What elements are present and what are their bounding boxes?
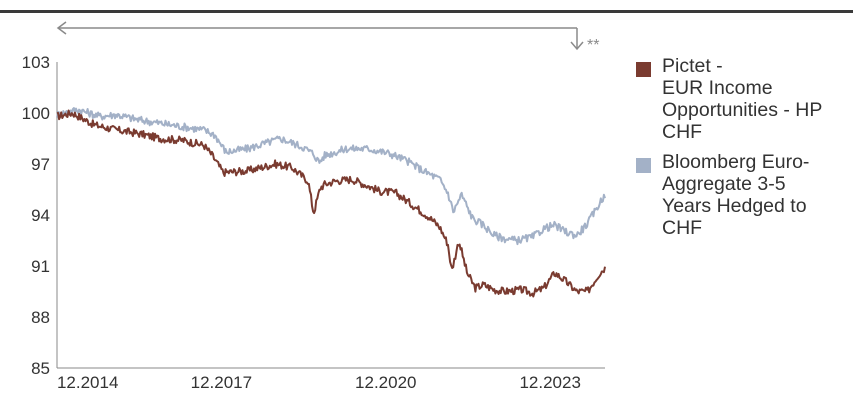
period-arrow-left-head: [56, 21, 67, 35]
y-tick-label: 91: [31, 257, 50, 276]
legend-swatch-benchmark: [636, 158, 651, 173]
y-tick-label: 88: [31, 308, 50, 327]
y-tick-label: 97: [31, 155, 50, 174]
x-tick-label: 12.2017: [191, 373, 252, 392]
legend: Pictet - EUR Income Opportunities - HP C…: [636, 55, 851, 247]
x-tick-label: 12.2023: [519, 373, 580, 392]
x-tick-label: 12.2014: [57, 373, 118, 392]
legend-label-fund: Pictet - EUR Income Opportunities - HP C…: [662, 55, 823, 143]
y-tick-label: 100: [22, 104, 50, 123]
y-tick-label: 103: [22, 53, 50, 72]
period-arrow: **: [56, 21, 599, 54]
series-line-fund: [56, 109, 606, 298]
y-tick-label: 85: [31, 359, 50, 378]
series-lines: [56, 107, 606, 298]
y-ticks: 85 88 91 94 97 100 103: [22, 53, 50, 378]
y-tick-label: 94: [31, 206, 50, 225]
line-chart: ** 85 88 91 94 97 100 103 12.2014 12.2017 12.202…: [22, 21, 606, 392]
axes: [56, 62, 605, 369]
annotation-asterisks: **: [587, 37, 599, 54]
top-rule: [0, 10, 853, 13]
x-tick-label: 12.2020: [355, 373, 416, 392]
legend-item-fund: Pictet - EUR Income Opportunities - HP C…: [636, 55, 851, 143]
x-ticks: 12.2014 12.2017 12.2020 12.2023: [57, 373, 581, 392]
period-arrow-down-head: [570, 41, 584, 51]
legend-swatch-fund: [636, 62, 651, 77]
legend-label-benchmark: Bloomberg Euro- Aggregate 3-5 Years Hedg…: [662, 151, 810, 239]
legend-item-benchmark: Bloomberg Euro- Aggregate 3-5 Years Hedg…: [636, 151, 851, 239]
series-line-benchmark: [56, 107, 606, 246]
